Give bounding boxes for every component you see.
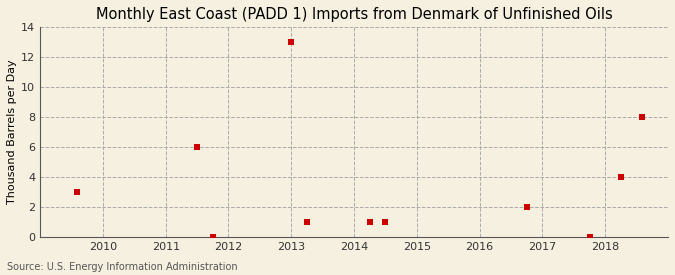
Point bbox=[302, 219, 313, 224]
Text: Source: U.S. Energy Information Administration: Source: U.S. Energy Information Administ… bbox=[7, 262, 238, 272]
Point bbox=[637, 115, 647, 119]
Title: Monthly East Coast (PADD 1) Imports from Denmark of Unfinished Oils: Monthly East Coast (PADD 1) Imports from… bbox=[96, 7, 612, 22]
Point bbox=[192, 145, 202, 149]
Point bbox=[584, 235, 595, 239]
Point bbox=[207, 235, 218, 239]
Y-axis label: Thousand Barrels per Day: Thousand Barrels per Day bbox=[7, 60, 17, 204]
Point bbox=[380, 219, 391, 224]
Point bbox=[364, 219, 375, 224]
Point bbox=[616, 175, 626, 179]
Point bbox=[521, 205, 532, 209]
Point bbox=[286, 40, 297, 45]
Point bbox=[71, 190, 82, 194]
